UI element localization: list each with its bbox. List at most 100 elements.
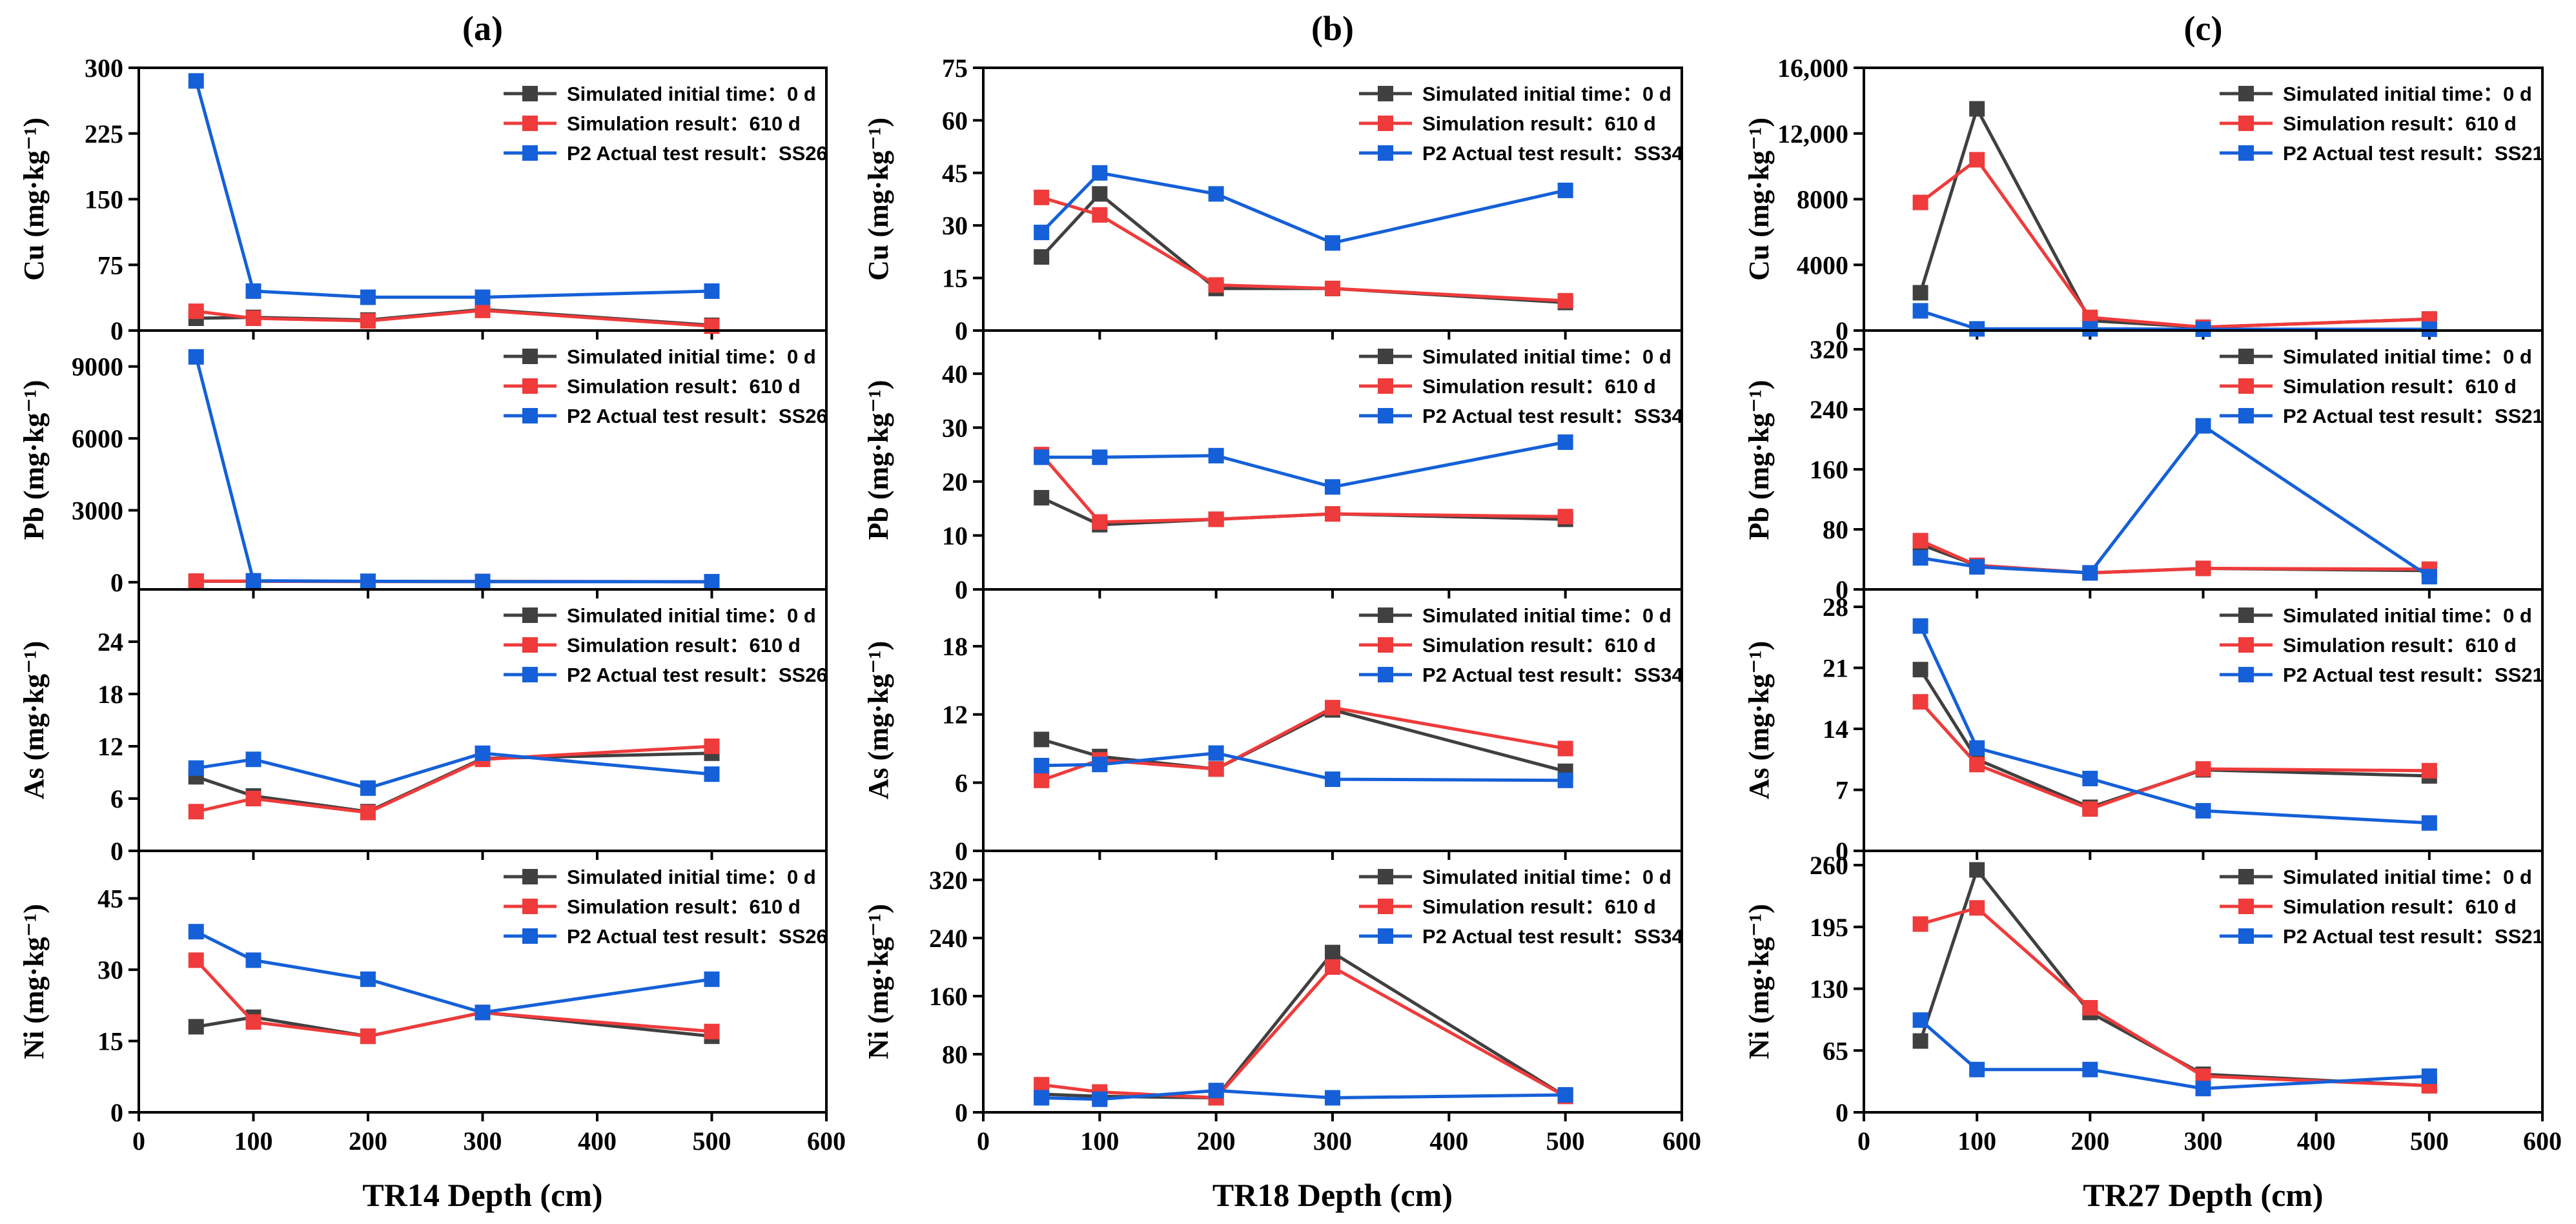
- data-point: [1969, 321, 1985, 337]
- series-actual: [188, 349, 720, 590]
- data-point: [245, 283, 261, 299]
- legend-label: Simulation result：610 d: [2283, 634, 2517, 657]
- series-actual: [1034, 745, 1573, 788]
- y-tick-label: 12,000: [1777, 119, 1848, 148]
- y-axis-label: Pb (mg·kg⁻¹): [1743, 380, 1775, 540]
- legend-entry-initial: Simulated initial time：0 d: [504, 604, 816, 627]
- panel-cu: 0 15 30 45 60 75 Cu (mg·kg⁻¹) Simulated initial…: [863, 54, 1683, 345]
- legend-label: P2 Actual test result：SS34: [1422, 664, 1683, 686]
- data-point: [360, 289, 376, 305]
- data-point: [1912, 694, 1928, 710]
- data-point: [1969, 900, 1985, 916]
- legend-marker: [2238, 408, 2254, 423]
- data-point: [475, 745, 491, 761]
- series-line: [1041, 950, 1567, 1100]
- data-point: [2082, 770, 2098, 786]
- data-point: [1034, 249, 1050, 265]
- series-initial: [188, 745, 720, 820]
- legend-entry-simulation: Simulation result：610 d: [2220, 112, 2517, 135]
- series-line: [1040, 453, 1566, 524]
- x-tick-label: 500: [2410, 1127, 2449, 1156]
- legend-marker: [1378, 667, 1393, 682]
- series-initial: [1034, 944, 1573, 1106]
- data-point: [1325, 235, 1340, 251]
- legend-label: Simulation result：610 d: [2283, 895, 2517, 918]
- legend-entry-simulation: Simulation result：610 d: [504, 634, 801, 657]
- legend-marker: [522, 869, 538, 884]
- panel-ni: 0 80 160 240 320 Ni (mg·kg⁻¹) Simulated initia…: [863, 850, 1683, 1127]
- legend-entry-initial: Simulated initial time：0 d: [1359, 345, 1671, 368]
- series-line: [194, 959, 712, 1038]
- legend-label: Simulated initial time：0 d: [567, 83, 816, 105]
- data-point: [245, 791, 261, 806]
- y-tick-label: 16,000: [1777, 54, 1848, 83]
- legend-label: Simulation result：610 d: [2283, 375, 2517, 398]
- legend-marker: [522, 86, 538, 101]
- y-tick-label: 6: [955, 768, 968, 797]
- legend-label: Simulated initial time：0 d: [567, 604, 816, 627]
- legend-label: P2 Actual test result：SS34: [1422, 142, 1683, 165]
- y-tick-label: 9000: [72, 352, 123, 382]
- y-tick-label: 18: [942, 632, 968, 661]
- legend-entry-simulation: Simulation result：610 d: [2220, 634, 2517, 657]
- y-tick-label: 8000: [1797, 185, 1848, 214]
- series-initial: [1034, 489, 1573, 533]
- legend-marker: [522, 408, 538, 423]
- y-tick-label: 260: [1810, 851, 1848, 880]
- series-line: [1920, 423, 2431, 578]
- legend-marker: [522, 349, 538, 364]
- legend-entry-simulation: Simulation result：610 d: [1359, 895, 1656, 918]
- legend-entry-actual: P2 Actual test result：SS26: [504, 405, 828, 427]
- y-tick-label: 0: [955, 316, 968, 345]
- data-point: [2195, 321, 2211, 337]
- legend-label: Simulated initial time：0 d: [2283, 83, 2532, 105]
- y-tick-label: 10: [942, 521, 968, 550]
- legend-marker: [1378, 349, 1393, 364]
- panel-cu: 0 4000 8000 12,000 16,000 Cu (mg·kg⁻¹) Simulat…: [1743, 54, 2544, 345]
- data-point: [1912, 916, 1928, 932]
- data-point: [2082, 801, 2098, 817]
- x-tick-label: 500: [693, 1127, 731, 1156]
- x-axis-label: TR14 Depth (cm): [362, 1177, 602, 1213]
- data-point: [2195, 1081, 2211, 1097]
- legend-marker: [2238, 86, 2254, 101]
- legend-label: Simulated initial time：0 d: [2283, 866, 2532, 888]
- data-point: [1557, 434, 1573, 450]
- y-tick-label: 0: [1835, 575, 1848, 604]
- legend-entry-actual: P2 Actual test result：SS34: [1359, 925, 1683, 948]
- y-tick-label: 65: [1823, 1036, 1848, 1065]
- data-point: [1912, 662, 1928, 678]
- legend-marker: [522, 145, 538, 161]
- data-point: [1912, 285, 1928, 301]
- legend-marker: [1378, 378, 1393, 394]
- series-simulation: [1034, 959, 1573, 1106]
- y-tick-label: 40: [942, 360, 968, 389]
- legend-marker: [522, 899, 538, 914]
- legend-marker: [2238, 637, 2254, 653]
- series-simulation: [1912, 533, 2437, 581]
- legend-marker: [522, 928, 538, 944]
- y-tick-label: 150: [85, 185, 123, 214]
- legend-label: Simulation result：610 d: [567, 634, 801, 657]
- data-point: [2421, 321, 2437, 337]
- legend-entry-simulation: Simulation result：610 d: [504, 375, 801, 398]
- legend-entry-actual: P2 Actual test result：SS26: [504, 925, 828, 948]
- legend-label: Simulated initial time：0 d: [1422, 83, 1671, 105]
- data-point: [1034, 189, 1050, 205]
- legend-marker: [522, 667, 538, 682]
- legend-entry-initial: Simulated initial time：0 d: [1359, 83, 1671, 105]
- x-tick-label: 600: [1662, 1127, 1701, 1156]
- panel-ni: 0 15 30 45 Ni (mg·kg⁻¹) Simulated initial tim…: [18, 850, 828, 1127]
- data-point: [1208, 277, 1224, 293]
- y-tick-label: 0: [1835, 837, 1848, 866]
- data-point: [1325, 479, 1340, 495]
- data-point: [1208, 186, 1224, 202]
- x-axis-label: TR18 Depth (cm): [1212, 1177, 1453, 1213]
- data-point: [1557, 509, 1573, 525]
- y-tick-label: 18: [97, 680, 123, 709]
- y-tick-label: 12: [97, 732, 123, 761]
- y-tick-label: 0: [1835, 316, 1848, 345]
- series-line: [1040, 171, 1566, 245]
